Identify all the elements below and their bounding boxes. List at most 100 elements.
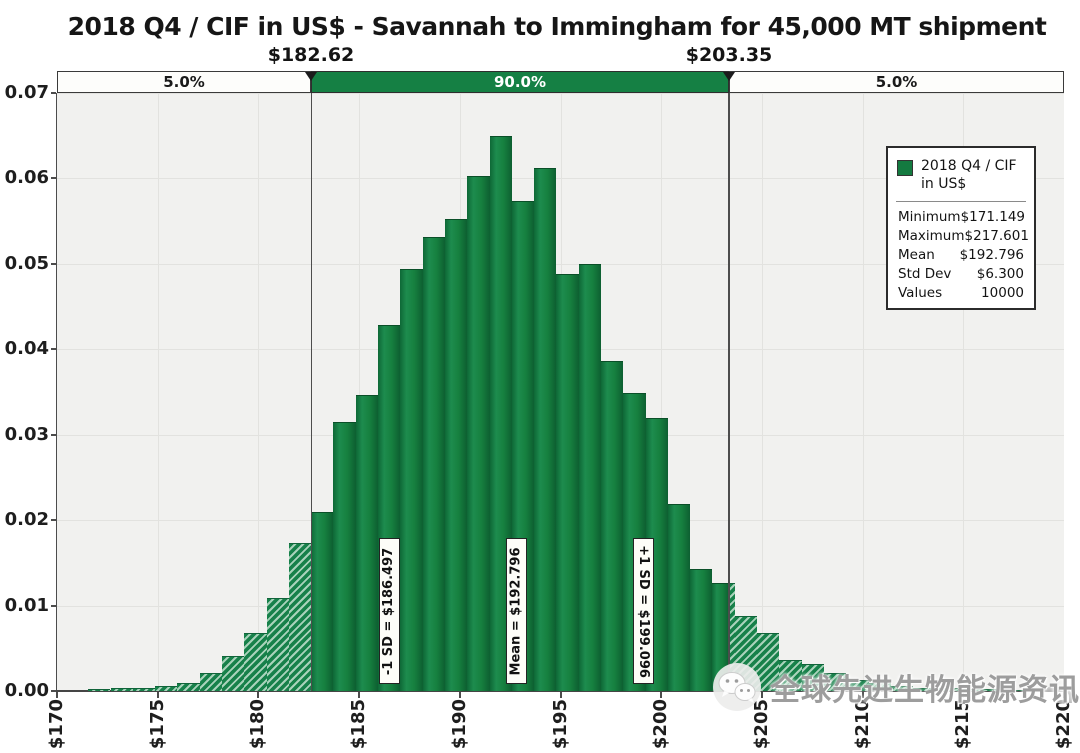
wechat-icon bbox=[713, 663, 761, 711]
right-delimiter-handle-icon[interactable] bbox=[723, 72, 735, 81]
histogram-bar bbox=[88, 689, 111, 691]
annotation-mean: Mean = $192.796 bbox=[505, 538, 527, 684]
x-axis-tick-label: $180 bbox=[247, 699, 269, 750]
stat-row-maximum: Maximum $217.601 bbox=[888, 226, 1034, 245]
chart-title: 2018 Q4 / CIF in US$ - Savannah to Immin… bbox=[67, 12, 1047, 41]
y-axis-tick-mark bbox=[51, 519, 56, 522]
gridline-vertical bbox=[661, 93, 663, 691]
watermark: 全球先进生物能源资讯 bbox=[712, 662, 1080, 712]
y-axis-tick-mark bbox=[51, 262, 56, 265]
gridline-vertical bbox=[258, 93, 260, 691]
annotation-minus-1sd-label: -1 SD = $186.497 bbox=[381, 547, 397, 675]
y-axis-tick-mark bbox=[51, 604, 56, 607]
histogram-bar bbox=[155, 685, 178, 691]
annotation-plus-1sd-label: +1 SD = $199.096 bbox=[635, 544, 651, 678]
histogram-bar bbox=[132, 687, 156, 691]
histogram-bar bbox=[779, 660, 802, 691]
histogram-bar bbox=[667, 503, 691, 691]
stat-label: Std Dev bbox=[898, 265, 952, 282]
histogram-bar bbox=[288, 543, 312, 691]
x-axis-tick-mark bbox=[156, 692, 159, 698]
histogram-bar bbox=[957, 689, 980, 691]
band-confidence-percent[interactable]: 90.0% bbox=[311, 71, 729, 93]
histogram-bar bbox=[444, 218, 468, 691]
x-axis-tick-mark bbox=[760, 692, 763, 698]
x-axis-tick-mark bbox=[458, 692, 461, 698]
annotation-mean-label: Mean = $192.796 bbox=[508, 547, 524, 675]
histogram-bar bbox=[728, 583, 735, 691]
gridline-vertical bbox=[761, 93, 763, 691]
x-axis-tick-mark bbox=[861, 692, 864, 698]
band-right-tail-percent[interactable]: 5.0% bbox=[729, 71, 1064, 93]
stat-label: Values bbox=[898, 284, 943, 301]
histogram-bar bbox=[690, 568, 713, 691]
band-left-tail-percent[interactable]: 5.0% bbox=[57, 71, 311, 93]
x-axis-tick-mark bbox=[559, 692, 562, 698]
right-delimiter-line[interactable] bbox=[728, 93, 730, 691]
legend-series-swatch-icon bbox=[897, 160, 913, 176]
left-delimiter-value: $182.62 bbox=[267, 44, 355, 66]
x-axis-tick-label: $195 bbox=[549, 699, 571, 750]
histogram-bar bbox=[467, 175, 490, 691]
watermark-card-corner bbox=[1042, 687, 1072, 703]
stat-value: $217.601 bbox=[964, 227, 1029, 244]
histogram-bar bbox=[244, 632, 267, 691]
histogram-bar bbox=[868, 683, 891, 691]
histogram-bar bbox=[757, 632, 780, 691]
x-axis-tick-label: $185 bbox=[348, 699, 370, 750]
histogram-bar bbox=[601, 361, 624, 691]
legend-series-row: 2018 Q4 / CIF in US$ bbox=[888, 148, 1034, 196]
histogram-bar bbox=[333, 421, 356, 691]
stat-label: Maximum bbox=[898, 227, 965, 244]
left-delimiter-handle-icon[interactable] bbox=[305, 72, 317, 81]
histogram-bar bbox=[935, 688, 958, 691]
y-axis-tick-mark bbox=[51, 348, 56, 351]
histogram-bar bbox=[578, 263, 601, 691]
stat-row-stddev: Std Dev $6.300 bbox=[888, 264, 1034, 283]
right-delimiter-value: $203.35 bbox=[685, 44, 773, 66]
x-axis-tick-label: $200 bbox=[650, 699, 672, 750]
y-axis-tick-mark bbox=[51, 690, 56, 692]
gridline-vertical bbox=[862, 93, 864, 691]
stat-row-mean: Mean $192.796 bbox=[888, 245, 1034, 264]
x-axis-tick-mark bbox=[257, 692, 260, 698]
histogram-bar bbox=[266, 597, 289, 691]
y-axis-tick-label: 0.02 bbox=[4, 509, 49, 531]
stat-value: $171.149 bbox=[960, 208, 1025, 225]
stat-value: $6.300 bbox=[976, 265, 1024, 282]
stat-value: $192.796 bbox=[959, 246, 1024, 263]
histogram-bar bbox=[823, 673, 847, 691]
histogram-bar bbox=[177, 683, 200, 691]
x-axis-tick-mark bbox=[56, 692, 58, 698]
y-axis-tick-label: 0.01 bbox=[4, 594, 49, 616]
y-axis-tick-label: 0.07 bbox=[4, 82, 49, 103]
histogram-bar bbox=[801, 663, 824, 691]
watermark-text: 全球先进生物能源资讯 bbox=[770, 673, 1080, 708]
histogram-bar bbox=[913, 687, 936, 691]
legend-stats-box: 2018 Q4 / CIF in US$ Minimum $171.149 Ma… bbox=[886, 146, 1036, 311]
y-axis-tick-label: 0.04 bbox=[4, 338, 49, 360]
y-axis-tick-mark bbox=[51, 433, 56, 436]
y-axis-line bbox=[55, 93, 57, 692]
left-delimiter-line[interactable] bbox=[310, 93, 312, 691]
histogram-bar bbox=[534, 168, 557, 691]
legend-series-title: 2018 Q4 / CIF in US$ bbox=[921, 158, 1017, 193]
histogram-bar bbox=[556, 274, 579, 691]
x-axis-tick-mark bbox=[962, 692, 965, 698]
y-axis-tick-label: 0.03 bbox=[4, 423, 49, 445]
histogram-bar bbox=[311, 511, 334, 691]
stat-value: 10000 bbox=[981, 284, 1024, 301]
histogram-bar bbox=[1002, 690, 1025, 691]
legend-divider bbox=[896, 201, 1026, 203]
gridline-vertical bbox=[157, 93, 159, 691]
x-axis-tick-label: $170 bbox=[46, 699, 67, 750]
x-axis-line bbox=[55, 690, 1065, 692]
gridline-vertical bbox=[963, 93, 965, 691]
x-axis-tick-label: $175 bbox=[146, 699, 168, 750]
x-axis-tick-mark bbox=[660, 692, 663, 698]
histogram-bar bbox=[422, 237, 445, 691]
histogram-bar bbox=[890, 685, 914, 691]
y-axis-tick-label: 0.06 bbox=[4, 167, 49, 189]
x-axis-tick-mark bbox=[358, 692, 361, 698]
